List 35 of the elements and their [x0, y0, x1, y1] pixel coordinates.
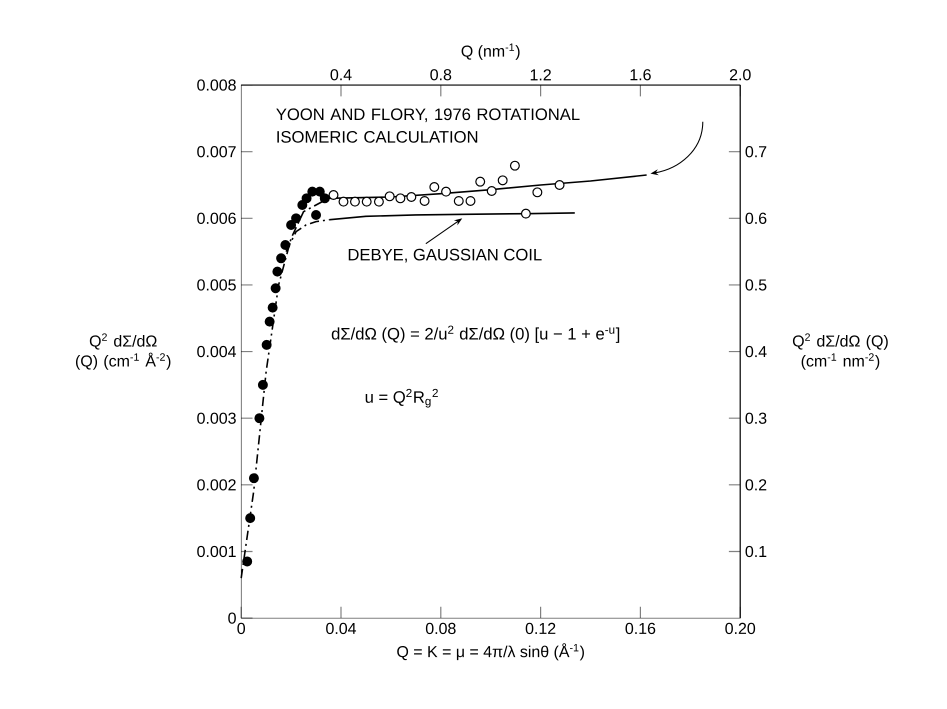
y-tick-label: 0.005: [197, 279, 236, 290]
y-tick-label: 0.003: [197, 412, 236, 424]
y-tick-label: 0.004: [197, 346, 236, 358]
x2-tick-label: 0.8: [430, 68, 452, 80]
y2-tick-label: 0.7: [746, 146, 766, 158]
y2-tick-label: 0.6: [746, 212, 766, 224]
y-tick-label: 0.008: [197, 79, 236, 91]
annotation: dΣ/dΩ (Q) = 2/u$^{2}$ dΣ/dΩ (0) [u − 1 + e$^{-u}$]: [332, 325, 620, 343]
x-tick-label: 0.08: [426, 622, 456, 634]
annotation: YOON AND FLORY, 1976 ROTATIONAL ISOMERIC CALCULATION: [276, 108, 580, 143]
y-tick-label: 0.006: [197, 212, 236, 224]
x2-tick-label: 2.0: [730, 68, 751, 80]
x-tick-label: 0.16: [626, 622, 656, 634]
y-tick-label: 0.002: [197, 479, 236, 490]
x2-tick-label: 1.6: [630, 68, 651, 80]
y2-tick-label: 0.5: [746, 279, 766, 290]
y-tick-label: 0.001: [197, 546, 236, 558]
annotation: u = Q$^{2}$R$_{g}$2: [366, 388, 438, 408]
annotation: DEBYE, GAUSSIAN COIL: [348, 248, 542, 262]
y2-axis-title: Q$^{2}$ dΣ/dΩ (Q) (cm$^{-1}$ nm$^{-2}$): [792, 333, 888, 370]
y-tick-label: 0.007: [197, 146, 236, 158]
x-tick-label: 0: [237, 622, 246, 634]
x2-tick-label: 0.4: [330, 68, 352, 80]
y2-tick-label: 0.4: [746, 346, 767, 358]
x-tick-label: 0.04: [326, 622, 356, 634]
y2-tick-label: 0.3: [746, 412, 766, 424]
x-tick-label: 0.12: [526, 622, 556, 634]
x-tick-label: 0.20: [725, 622, 756, 634]
y2-tick-label: 0.2: [746, 479, 766, 490]
x2-tick-label: 1.2: [530, 69, 551, 80]
y-tick-label: 0: [228, 612, 236, 624]
y2-tick-label: 0.1: [746, 546, 766, 558]
y-axis-title: Q$^{2}$ dΣ/dΩ (Q) (cm$^{-1}$ Å$^{-2}$): [76, 333, 170, 370]
x-axis-title: Q = K = μ = 4π/λ sinθ (Å$^{-1}$): [397, 643, 584, 660]
x2-axis-title: Q (nm$^{-1}$): [462, 43, 520, 60]
